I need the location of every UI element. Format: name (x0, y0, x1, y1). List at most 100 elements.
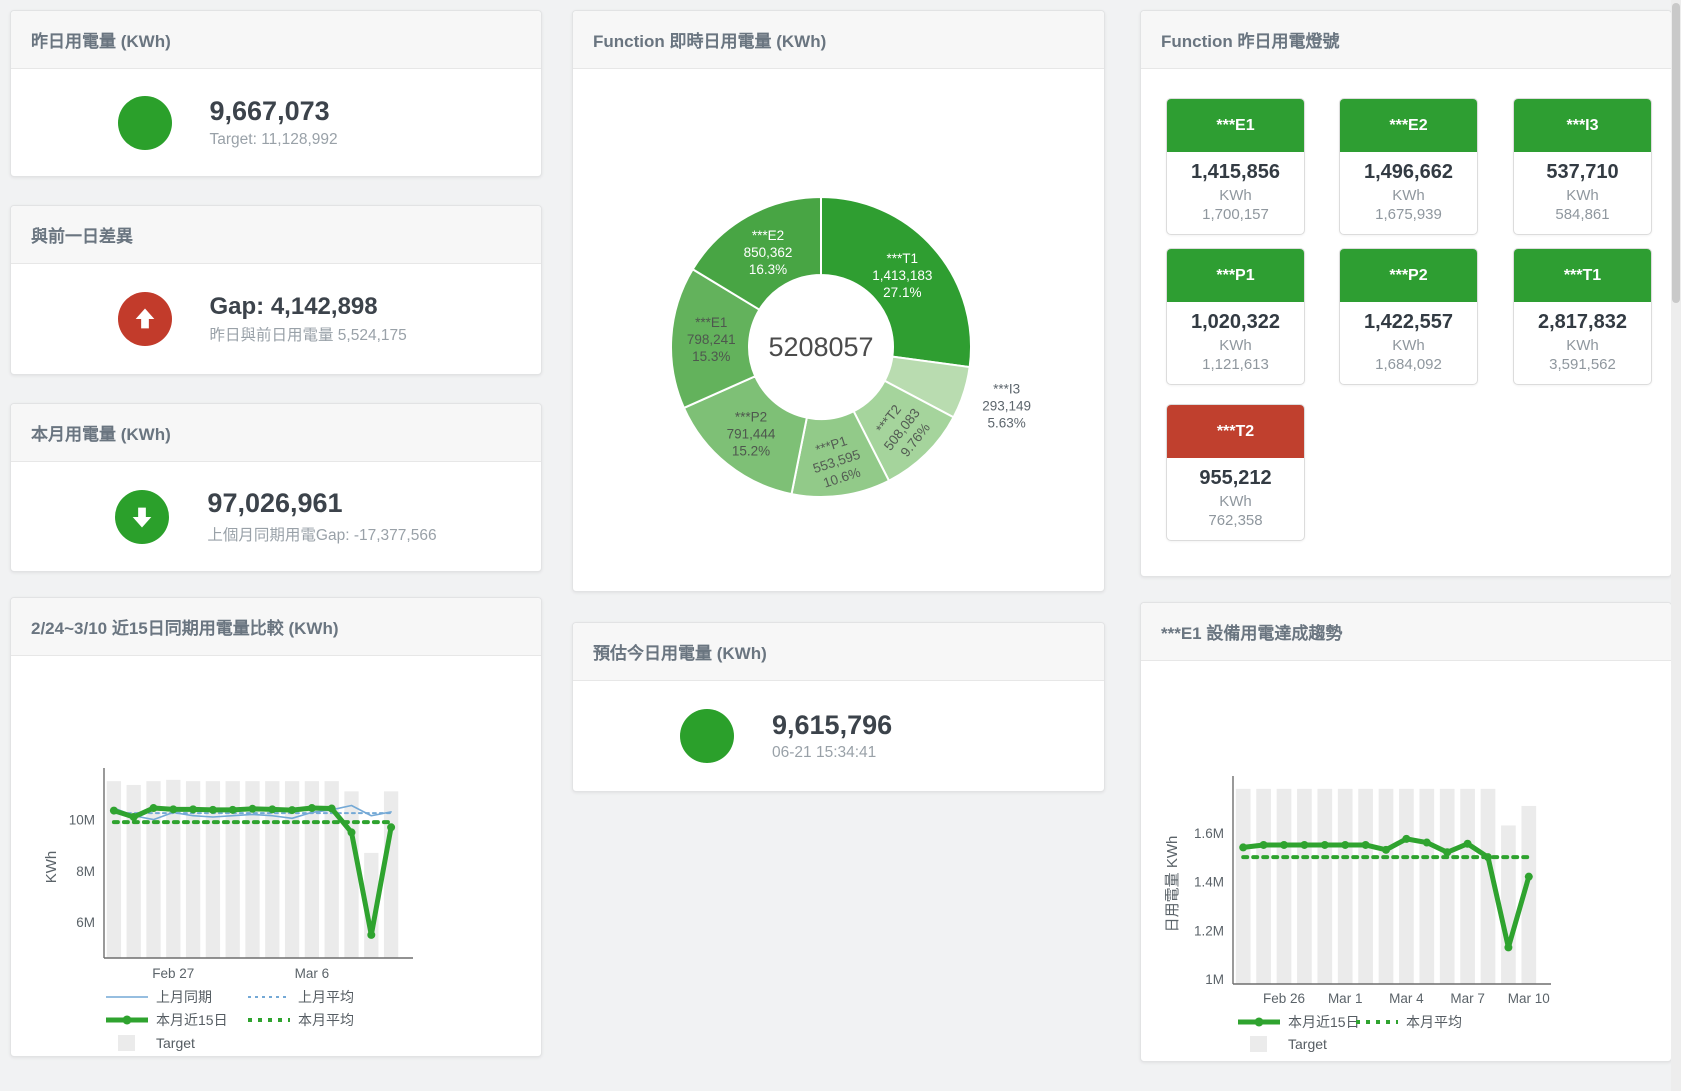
tile-target: 1,684,092 (1375, 356, 1442, 373)
legend-item-prev-month-period[interactable]: 上月同期 (106, 989, 212, 1005)
tile-header: ***E2 (1340, 99, 1477, 152)
month-value: 97,026,961 (207, 488, 343, 519)
line-marker (1382, 845, 1390, 854)
card-title: 預估今日用電量 (KWh) (573, 623, 1104, 681)
legend-item-this-month-avg[interactable]: 本月平均 (1356, 1014, 1462, 1030)
card-day-gap: 與前一日差異 Gap: 4,142,898 昨日與前日用電量 5,524,175 (10, 205, 542, 375)
line-marker (288, 806, 297, 815)
legend-swatch (118, 1035, 135, 1051)
yesterday-value: 9,667,073 (209, 96, 330, 127)
card-title: 本月用電量 (KWh) (11, 404, 541, 462)
donut-slice-p2[interactable] (682, 374, 809, 496)
tile-value: 2,817,832 (1538, 311, 1627, 333)
forecast-stat: 9,615,796 06-21 15:34:41 (573, 681, 1104, 791)
target-bar (1297, 788, 1312, 984)
tile-header: ***T2 (1167, 405, 1304, 458)
target-bar (1439, 788, 1455, 984)
y-tick-label: 8M (76, 864, 95, 879)
x-tick-label: Feb 27 (152, 966, 194, 981)
tile-target: 762,358 (1208, 512, 1263, 529)
donut-slice-label: ***T1 1,413,183 27.1% (872, 251, 932, 300)
legend-item-this-month-15d[interactable]: 本月近15日 (106, 1012, 228, 1028)
gap-value: Gap: 4,142,898 (209, 292, 378, 320)
e1-trend-line-chart: 1M 1.2M 1.4M 1.6M Feb 26 Mar 1 Mar 4 Mar 7 Mar 1… (1164, 776, 1551, 1052)
line-marker (268, 805, 277, 814)
tile-unit: KWh (1219, 337, 1252, 354)
tile-value: 1,496,662 (1364, 161, 1453, 183)
card-15day-compare-chart: 2/24~3/10 近15日同期用電量比較 (KWh) 6M 8M 10M Feb 2… (10, 597, 542, 1057)
card-month-usage: 本月用電量 (KWh) 97,026,961 上個月同期用電Gap: -17,3… (10, 403, 542, 572)
line-marker (189, 805, 198, 814)
y-tick-label: 1.6M (1194, 826, 1224, 841)
y-tick-label: 1.4M (1194, 875, 1224, 890)
legend-item-target[interactable]: Target (1250, 1036, 1327, 1052)
target-bar (205, 781, 221, 958)
target-bar (106, 781, 122, 958)
target-bar (225, 781, 240, 958)
target-bar (185, 781, 201, 958)
line-marker (1524, 872, 1533, 881)
target-bar (344, 791, 359, 958)
status-tile-i3: ***I3 537,710 KWh 584,861 (1513, 98, 1652, 235)
line-marker (1443, 848, 1452, 857)
month-stat: 97,026,961 上個月同期用電Gap: -17,377,566 (11, 462, 541, 571)
card-title: Function 即時日用電量 (KWh) (573, 11, 1104, 69)
legend-item-prev-month-avg[interactable]: 上月平均 (248, 989, 354, 1005)
tile-value: 1,415,856 (1191, 161, 1280, 183)
y-axis-label: 日用電量 KWh (1164, 836, 1181, 933)
card-title: 與前一日差異 (11, 206, 541, 264)
card-title: ***E1 設備用電達成趨勢 (1141, 603, 1671, 661)
tile-target: 3,591,562 (1549, 356, 1616, 373)
y-tick-label: 10M (69, 813, 95, 828)
tile-value: 1,422,557 (1364, 311, 1453, 333)
tile-target: 1,675,939 (1375, 206, 1442, 223)
status-tile-t2: ***T2 955,212 KWh 762,358 (1166, 404, 1305, 541)
x-tick-label: Mar 4 (1389, 991, 1424, 1006)
line-marker (347, 828, 356, 837)
scrollbar[interactable] (1671, 0, 1681, 1091)
tile-unit: KWh (1392, 337, 1425, 354)
line-marker (248, 804, 257, 813)
line-marker (307, 804, 316, 813)
scrollbar-thumb[interactable] (1672, 3, 1680, 303)
target-bar (1521, 805, 1537, 984)
bar-series-target (1235, 788, 1537, 984)
line-marker (1259, 840, 1268, 849)
donut-slice-t1[interactable] (820, 195, 972, 369)
target-bar (324, 781, 339, 958)
card-title: 2/24~3/10 近15日同期用電量比較 (KWh) (11, 598, 541, 656)
legend-label: 本月平均 (298, 1012, 354, 1028)
legend-label: 本月近15日 (1288, 1014, 1360, 1030)
line-marker (1402, 834, 1411, 843)
tile-value: 955,212 (1199, 467, 1272, 489)
yesterday-target: Target: 11,128,992 (209, 130, 338, 148)
line-marker (1280, 840, 1288, 849)
target-bar (383, 791, 399, 958)
tile-unit: KWh (1392, 187, 1425, 204)
card-e1-trend-chart: ***E1 設備用電達成趨勢 1M 1.2M 1.4M 1.6M Feb 26 Mar 1… (1140, 602, 1672, 1062)
red-arrow-up-icon (117, 292, 172, 346)
x-tick-label: Mar 10 (1508, 991, 1550, 1006)
status-tile-p2: ***P2 1,422,557 KWh 1,684,092 (1339, 248, 1478, 385)
legend-item-this-month-15d[interactable]: 本月近15日 (1238, 1014, 1360, 1030)
target-bar (1460, 788, 1475, 984)
line-marker (387, 823, 396, 832)
target-bar (1317, 788, 1333, 984)
donut-slice-label: ***P2 791,444 15.2% (727, 409, 776, 458)
legend-item-target[interactable]: Target (118, 1035, 195, 1051)
legend-label: 上月平均 (298, 989, 354, 1005)
bar-series-target (106, 779, 399, 958)
status-tile-e1: ***E1 1,415,856 KWh 1,700,157 (1166, 98, 1305, 235)
y-tick-label: 1.2M (1194, 923, 1224, 938)
line-marker (109, 806, 118, 815)
tile-header: ***I3 (1514, 99, 1651, 152)
donut-slice-e2[interactable] (691, 195, 822, 312)
green-status-circle-icon (117, 95, 172, 150)
y-axis-label: KWh (43, 851, 60, 884)
tile-target: 584,861 (1555, 206, 1610, 223)
legend-item-this-month-avg[interactable]: 本月平均 (248, 1012, 354, 1028)
legend-label: 本月平均 (1406, 1014, 1462, 1030)
donut-slice-e1[interactable] (670, 267, 761, 410)
